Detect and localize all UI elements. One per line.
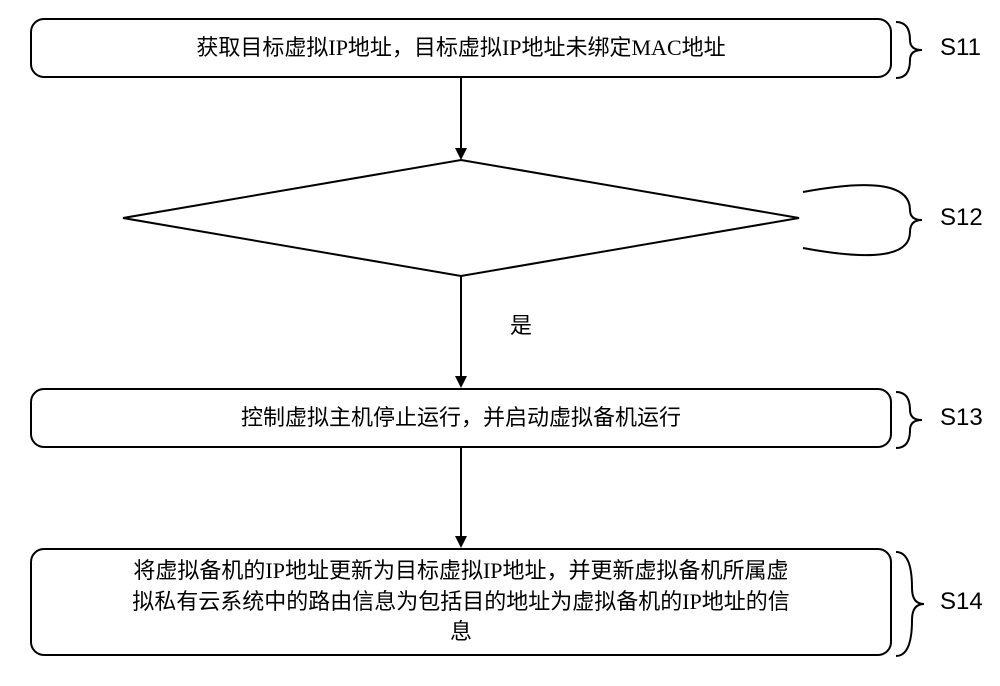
step-s12-text-wrap: 判断虚拟主机是否无法对外提供服务 <box>123 160 799 276</box>
step-s13: 控制虚拟主机停止运行，并启动虚拟备机运行 <box>30 388 892 448</box>
step-s14: 将虚拟备机的IP地址更新为目标虚拟IP地址，并更新虚拟备机所属虚 拟私有云系统中… <box>30 548 892 656</box>
step-s13-text: 控制虚拟主机停止运行，并启动虚拟备机运行 <box>231 399 691 438</box>
step-s11: 获取目标虚拟IP地址，目标虚拟IP地址未绑定MAC地址 <box>30 18 892 78</box>
step-s12-text: 判断虚拟主机是否无法对外提供服务 <box>275 199 647 238</box>
step-s11-text: 获取目标虚拟IP地址，目标虚拟IP地址未绑定MAC地址 <box>186 29 735 68</box>
step-s11-id: S11 <box>940 34 981 62</box>
step-s14-text: 将虚拟备机的IP地址更新为目标虚拟IP地址，并更新虚拟备机所属虚 拟私有云系统中… <box>122 552 800 652</box>
step-s14-line2: 拟私有云系统中的路由信息为包括目的地址为虚拟备机的IP地址的信 <box>132 589 790 614</box>
step-s14-line1: 将虚拟备机的IP地址更新为目标虚拟IP地址，并更新虚拟备机所属虚 <box>133 558 788 583</box>
step-s12-id: S12 <box>940 204 983 232</box>
step-s14-line3: 息 <box>450 619 472 644</box>
branch-label-yes: 是 <box>510 308 532 340</box>
step-s13-id: S13 <box>940 404 983 432</box>
step-s14-id: S14 <box>940 588 983 616</box>
flowchart-canvas: 获取目标虚拟IP地址，目标虚拟IP地址未绑定MAC地址 控制虚拟主机停止运行，并… <box>0 0 1000 686</box>
